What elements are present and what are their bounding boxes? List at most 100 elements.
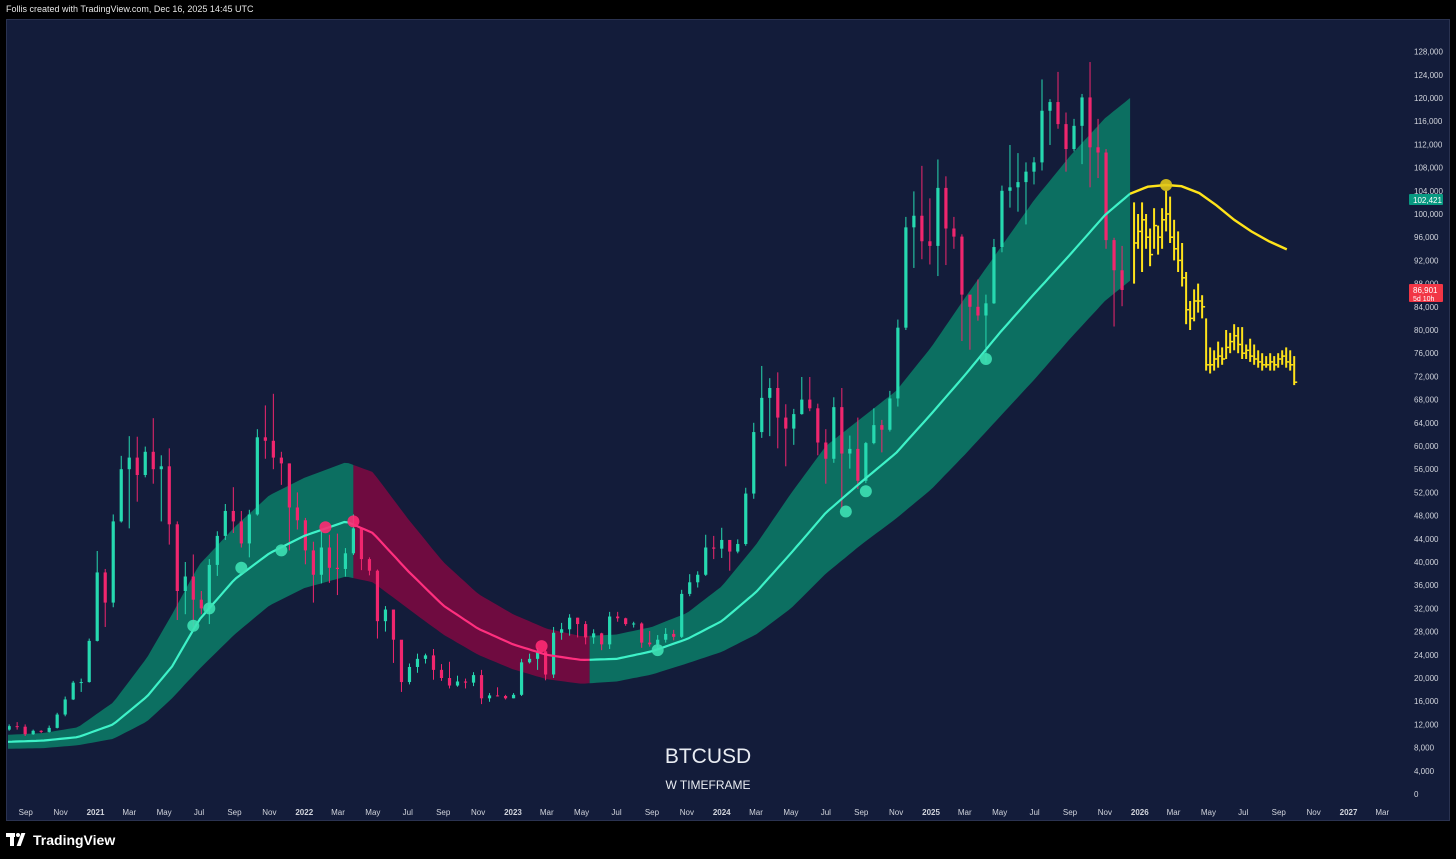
candle-body [688,582,692,594]
y-tick-label: 24,000 [1414,651,1439,660]
candle [311,541,315,603]
candle-body [880,425,884,430]
candle [63,696,67,717]
candle-body [159,466,163,470]
candle [832,397,836,463]
y-tick-label: 124,000 [1414,71,1443,80]
x-tick-label: May [574,808,589,817]
x-tick-label: Nov [262,808,276,817]
candle-body [399,639,404,683]
chart-title: BTCUSD [664,745,752,768]
projection-bar [1265,356,1270,368]
price-label-countdown: 5d 10h [1413,296,1435,303]
candle [111,514,115,608]
price-label-text: 86,901 [1413,286,1438,295]
x-tick-label: Jul [194,808,204,817]
candle [471,672,476,687]
candle [1024,162,1028,225]
candle [584,621,588,645]
signal-dot [651,644,664,657]
candle-body [680,593,684,637]
signal-dot [535,640,548,653]
header-bar: Follis created with TradingView.com, Dec… [0,0,1456,20]
x-tick-label: Mar [122,808,136,817]
candle-body [712,547,716,549]
candle-body [103,572,107,603]
candle-body [592,633,596,638]
candle-body [976,306,980,316]
plot-area [8,62,1298,749]
projection-bar [1205,318,1210,371]
candle [1000,185,1004,253]
x-tick-label: Mar [1167,808,1181,817]
candles [8,62,1124,736]
candle [279,451,283,485]
signal-dot [187,619,200,632]
candle [359,527,364,571]
candle [600,632,604,651]
candle [255,429,259,516]
candle [55,712,59,729]
candle-body [151,451,155,470]
candle [704,534,708,576]
tradingview-logo[interactable]: TradingView [6,832,115,848]
candle-body [415,658,420,667]
candle-body [672,633,676,637]
candle [712,535,716,560]
candle-body [319,547,324,575]
candle [928,198,932,265]
x-tick-label: Jul [1238,808,1248,817]
candle [167,448,171,545]
candle-body [1048,102,1052,111]
candle-body [1016,182,1020,188]
y-tick-label: 0 [1414,790,1419,799]
candle-body [535,651,540,659]
candle-body [119,469,123,522]
candle [271,393,275,470]
y-tick-label: 12,000 [1414,720,1439,729]
candle-body [568,617,572,630]
candle [95,550,99,642]
candle-body [391,609,396,640]
x-tick-label: May [365,808,380,817]
x-tick-label: Sep [854,808,869,817]
projection-bar [1237,327,1242,354]
candle-body [1024,171,1028,183]
candle [848,435,852,469]
x-tick-label: May [992,808,1007,817]
candle-body [1064,124,1068,150]
projection-bar [1185,272,1190,325]
candle [495,687,500,697]
candle [39,730,43,734]
candle [944,176,948,266]
header-caption: Follis created with TradingView.com, Dec… [6,4,254,14]
candle [840,388,844,510]
candle-body [143,451,147,475]
candle [231,487,235,533]
candle-body [624,618,628,625]
projection-bar [1249,338,1254,362]
candle [960,234,964,342]
candle [672,629,676,641]
candle [559,622,564,640]
candle-body [383,609,388,622]
candle [127,436,131,529]
y-tick-label: 48,000 [1414,512,1439,521]
candle-body [584,624,588,638]
projection-bars [1133,190,1298,386]
candle [792,408,796,445]
projection-bar [1177,231,1182,272]
candle [1048,99,1052,145]
candle [632,621,636,628]
candle-body [904,227,908,328]
candle [327,534,332,583]
candle-body [15,726,19,728]
projection-bar [1269,353,1274,371]
candle [223,504,227,540]
candle-body [471,675,476,683]
signal-dot [859,485,872,498]
candle [175,521,179,620]
candle [744,487,748,546]
candle-body [720,539,724,549]
